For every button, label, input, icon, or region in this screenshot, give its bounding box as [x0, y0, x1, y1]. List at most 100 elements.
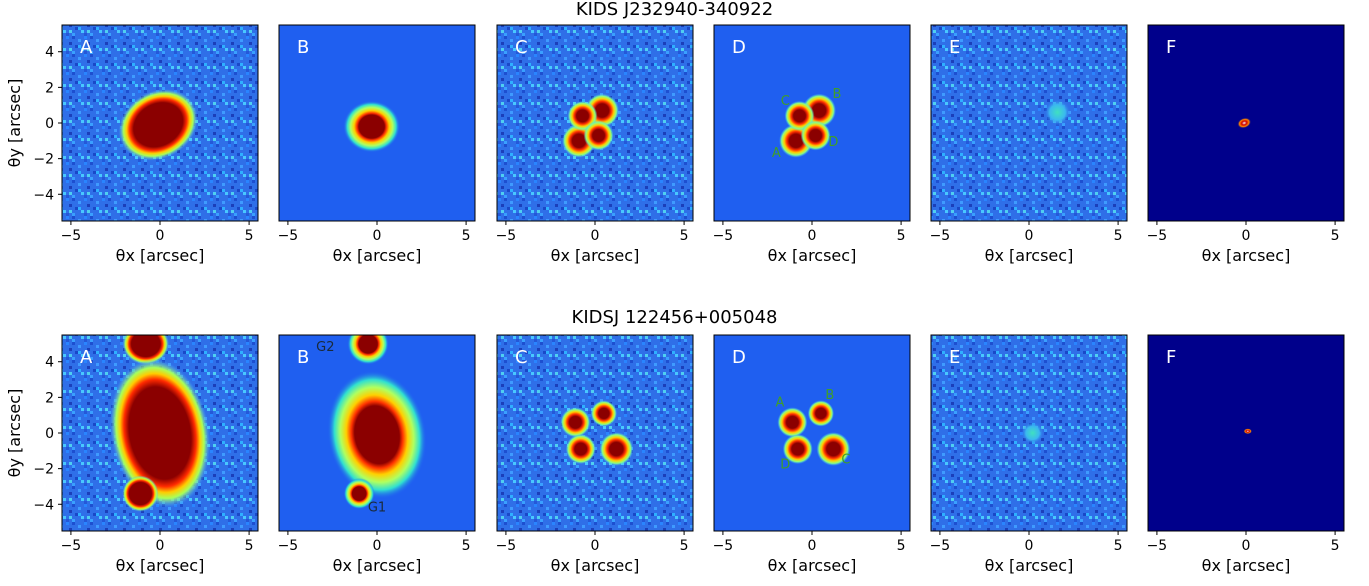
y-tick-label: −4 [33, 497, 54, 513]
image-annotation: G2 [316, 340, 334, 355]
x-tick-label: 5 [897, 228, 906, 244]
emission-blob [565, 434, 596, 465]
x-tick-label: 5 [1114, 228, 1123, 244]
panel-f: F −5 0 5 θx [arcsec] [1147, 334, 1345, 575]
panel-c: C −5 0 5 θx [arcsec] [496, 334, 694, 575]
panel-a: A −5 0 5 θx [arcsec] 4 2 0 −2 −4 θy [arcsec] [5, 334, 259, 575]
x-axis-label: θx [arcsec] [1202, 556, 1291, 575]
y-tick-label: 2 [45, 390, 54, 406]
x-axis-label: θx [arcsec] [116, 556, 205, 575]
emission-blob [1021, 421, 1044, 445]
x-tick-label: 0 [808, 228, 817, 244]
emission-blob [327, 370, 427, 499]
x-tick-label: 5 [1331, 538, 1340, 554]
x-tick-label: 0 [156, 538, 165, 554]
image-annotation: C [841, 452, 850, 467]
x-tick-label: −5 [930, 538, 951, 554]
y-tick-label: −2 [33, 462, 54, 478]
y-tick-label: −2 [33, 152, 54, 168]
x-tick-label: 5 [245, 538, 254, 554]
emission-blob [109, 358, 211, 508]
panel-label: C [515, 37, 528, 58]
emission-blob [343, 100, 401, 153]
image-annotation: B [825, 388, 834, 403]
x-tick-label: 5 [245, 228, 254, 244]
panel-background [497, 335, 693, 531]
x-axis-label: θx [arcsec] [551, 246, 640, 265]
panel-label: B [297, 347, 309, 368]
y-tick-label: 4 [45, 355, 54, 371]
x-tick-label: 5 [1331, 228, 1340, 244]
x-tick-label: 0 [1242, 538, 1251, 554]
image-annotation: A [772, 146, 781, 161]
y-tick-label: 0 [45, 116, 54, 132]
panel-label: E [949, 37, 960, 58]
x-tick-label: −5 [713, 538, 734, 554]
panel-a: A −5 0 5 θx [arcsec] 4 2 0 −2 −4 θy [arcsec] [5, 24, 259, 265]
x-tick-label: −5 [61, 228, 82, 244]
panel-background [931, 25, 1127, 221]
panel-label: D [732, 37, 746, 58]
emission-blob [122, 335, 169, 365]
panel-background [714, 335, 910, 531]
emission-blob [782, 434, 813, 465]
x-axis-label: θx [arcsec] [551, 556, 640, 575]
panel-label: D [732, 347, 746, 368]
image-annotation: G1 [368, 500, 386, 515]
y-tick-label: 4 [45, 45, 54, 61]
x-axis-label: θx [arcsec] [333, 246, 422, 265]
emission-blob [807, 400, 835, 427]
panel-e: E −5 0 5 θx [arcsec] [930, 334, 1128, 575]
y-tick-label: 0 [45, 426, 54, 442]
x-tick-label: 5 [1114, 538, 1123, 554]
figure-row: KIDS J232940-340922 A −5 0 5 θx [arcsec] 4 2 0 −2… [5, 0, 1345, 265]
image-annotation: B [832, 87, 841, 102]
panel-e: E −5 0 5 θx [arcsec] [930, 24, 1128, 265]
panel-label: A [80, 37, 93, 58]
panel-d: A B C D D −5 0 5 θx [arcsec] [713, 24, 911, 265]
x-tick-label: 0 [373, 538, 382, 554]
panel-label: B [297, 37, 309, 58]
panel-c: C −5 0 5 θx [arcsec] [496, 24, 694, 265]
y-axis-label: θy [arcsec] [5, 389, 24, 478]
emission-blob [816, 432, 851, 466]
emission-blob [590, 400, 618, 427]
panel-label: E [949, 347, 960, 368]
x-axis-label: θx [arcsec] [1202, 246, 1291, 265]
row-title: KIDS J232940-340922 [576, 0, 773, 20]
y-tick-label: 2 [45, 80, 54, 96]
emission-blob [1243, 428, 1253, 435]
x-axis-label: θx [arcsec] [768, 246, 857, 265]
x-tick-label: 5 [897, 538, 906, 554]
x-tick-label: 5 [680, 228, 689, 244]
x-tick-label: −5 [278, 538, 299, 554]
figure-row: KIDSJ 122456+005048 A −5 0 5 θx [arcsec] 4 2 0 −2… [5, 307, 1345, 575]
image-annotation: D [780, 458, 790, 473]
emission-blob [1237, 117, 1252, 129]
panel-label: F [1166, 347, 1176, 368]
x-tick-label: −5 [496, 228, 517, 244]
panel-d: A B C D D −5 0 5 θx [arcsec] [713, 334, 911, 575]
x-tick-label: −5 [61, 538, 82, 554]
emission-blob [122, 475, 159, 512]
x-axis-label: θx [arcsec] [985, 246, 1074, 265]
x-tick-label: 0 [808, 538, 817, 554]
x-tick-label: 0 [591, 228, 600, 244]
x-tick-label: −5 [278, 228, 299, 244]
x-axis-label: θx [arcsec] [768, 556, 857, 575]
emission-blob [800, 120, 831, 151]
x-tick-label: 5 [462, 538, 471, 554]
panel-b: B −5 0 5 θx [arcsec] [278, 24, 476, 265]
panel-b: G2 G1 B −5 0 5 θx [arcsec] [278, 334, 476, 575]
panel-label: F [1166, 37, 1176, 58]
x-axis-label: θx [arcsec] [985, 556, 1074, 575]
y-axis-label: θy [arcsec] [5, 79, 24, 168]
emission-blob [347, 335, 389, 365]
x-axis-label: θx [arcsec] [116, 246, 205, 265]
x-axis-label: θx [arcsec] [333, 556, 422, 575]
x-tick-label: 0 [1242, 228, 1251, 244]
x-tick-label: 0 [373, 228, 382, 244]
x-tick-label: 0 [156, 228, 165, 244]
image-annotation: C [781, 94, 790, 109]
